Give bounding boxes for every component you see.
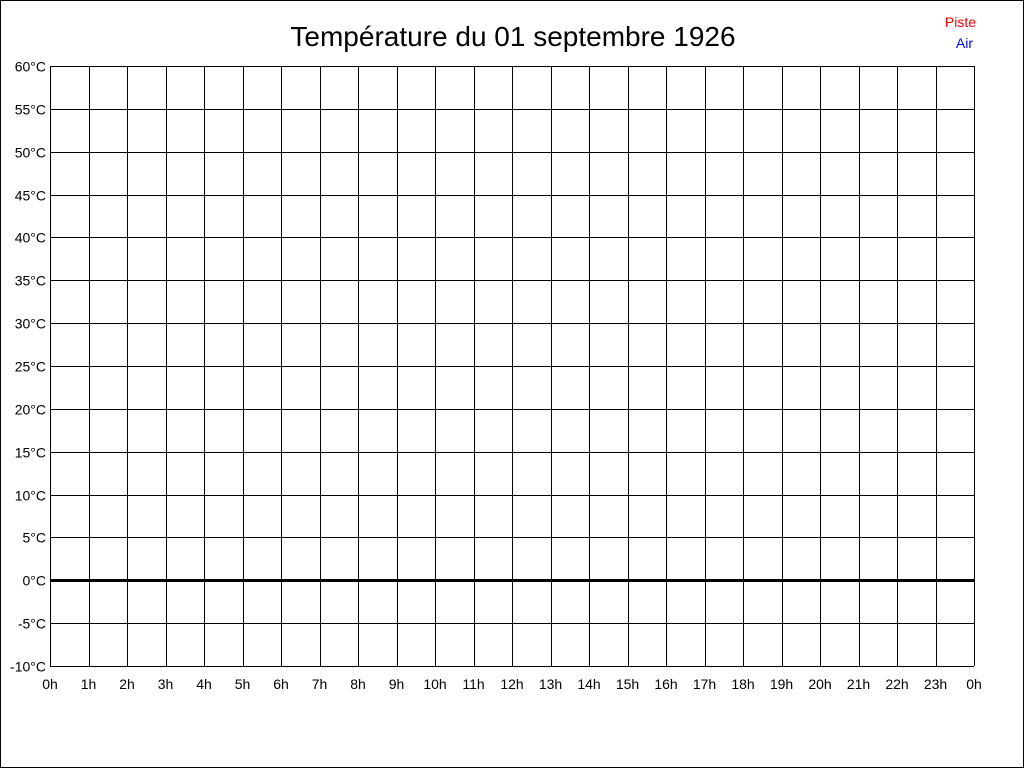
y-tick-label: 0°C: [23, 573, 47, 589]
x-tick-label: 20h: [808, 676, 831, 692]
x-tick-label: 7h: [312, 676, 328, 692]
y-tick-label: -10°C: [10, 659, 46, 675]
x-tick-label: 6h: [273, 676, 289, 692]
y-axis-ticks: 60°C 55°C 50°C 45°C 40°C 35°C 30°C 25°C 20°C 15°C…: [10, 59, 46, 675]
legend-air: Air: [956, 35, 973, 51]
x-tick-label: 0h: [42, 676, 58, 692]
x-tick-label: 15h: [616, 676, 639, 692]
x-tick-label: 3h: [158, 676, 174, 692]
x-tick-label: 17h: [693, 676, 716, 692]
grid: [50, 66, 975, 667]
x-axis-ticks: 0h 1h 2h 3h 4h 5h 6h 7h 8h 9h 10h 11h 12h 13h 14h 15h 16…: [42, 676, 982, 692]
x-tick-label: 4h: [196, 676, 212, 692]
chart-title: Température du 01 septembre 1926: [290, 21, 735, 52]
y-tick-label: 15°C: [15, 445, 46, 461]
x-tick-label: 22h: [885, 676, 908, 692]
x-tick-label: 16h: [654, 676, 677, 692]
legend-piste: Piste: [945, 14, 976, 30]
x-tick-label: 18h: [731, 676, 754, 692]
y-tick-label: 55°C: [15, 102, 46, 118]
x-tick-label: 8h: [350, 676, 366, 692]
x-tick-label: 23h: [924, 676, 947, 692]
y-tick-label: 35°C: [15, 273, 46, 289]
x-tick-label: 19h: [770, 676, 793, 692]
y-tick-label: 40°C: [15, 230, 46, 246]
x-tick-label: 1h: [81, 676, 97, 692]
y-tick-label: 50°C: [15, 145, 46, 161]
x-tick-label: 10h: [423, 676, 446, 692]
x-tick-label: 5h: [235, 676, 251, 692]
x-tick-label: 21h: [847, 676, 870, 692]
x-tick-label: 13h: [539, 676, 562, 692]
x-tick-label: 0h: [966, 676, 982, 692]
y-tick-label: 5°C: [23, 530, 47, 546]
y-tick-label: 25°C: [15, 359, 46, 375]
y-tick-label: 10°C: [15, 488, 46, 504]
x-tick-label: 2h: [119, 676, 135, 692]
y-tick-label: 20°C: [15, 402, 46, 418]
x-tick-label: 12h: [500, 676, 523, 692]
y-tick-label: 60°C: [15, 59, 46, 75]
y-tick-label: 30°C: [15, 316, 46, 332]
x-tick-label: 9h: [389, 676, 405, 692]
y-tick-label: -5°C: [18, 616, 46, 632]
x-tick-label: 11h: [462, 676, 484, 692]
y-tick-label: 45°C: [15, 188, 46, 204]
x-tick-label: 14h: [577, 676, 600, 692]
